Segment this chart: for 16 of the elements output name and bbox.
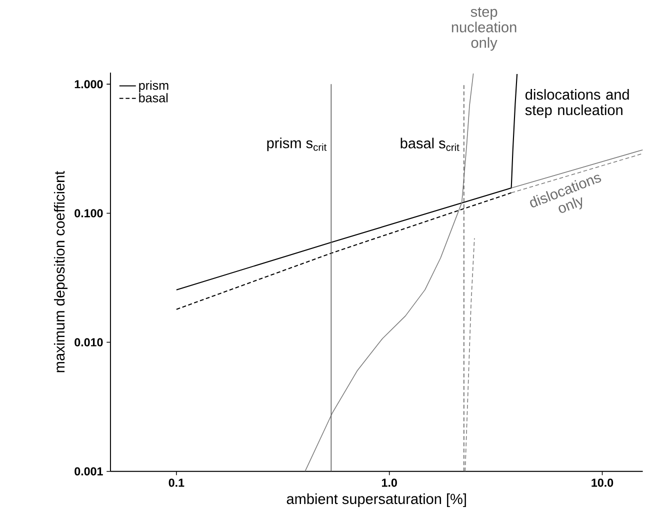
text: step nucleation only — [452, 8, 516, 51]
legend-label: prism — [139, 80, 168, 93]
ref-line-label: prism s$_{crit}$ — [267, 138, 327, 152]
y-tick-label: 0.100 — [74, 209, 103, 218]
x-axis-title: ambient supersaturation [%] — [286, 494, 466, 508]
ref-line-label: basal s$_{crit}$ — [400, 138, 460, 152]
legend-label: basal — [139, 93, 168, 103]
line-series — [464, 238, 475, 472]
x-tick-label: 1.0 — [382, 478, 397, 488]
y-axis-title: maximum deposition coefficient — [54, 171, 68, 372]
annotation: dislocations and step nucleation — [525, 89, 629, 118]
y-tick-label: 1.000 — [74, 80, 103, 88]
x-tick-label: 10.0 — [592, 478, 614, 488]
y-tick-label: 0.001 — [74, 467, 103, 476]
x-tick-label: 0.1 — [168, 478, 184, 488]
y-tick-label: 0.010 — [74, 338, 103, 347]
